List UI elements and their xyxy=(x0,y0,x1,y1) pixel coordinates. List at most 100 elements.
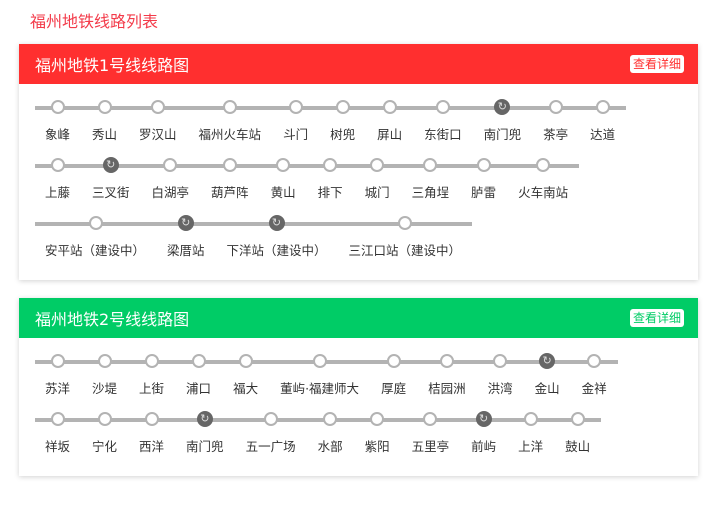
station[interactable]: 上洋 xyxy=(507,406,554,464)
station-name: 浦口 xyxy=(186,381,212,396)
interchange-icon: ↻ xyxy=(475,411,492,427)
station[interactable]: 上街 xyxy=(128,348,175,406)
station[interactable]: 城门 xyxy=(354,152,401,210)
station[interactable]: 斗门 xyxy=(272,94,319,152)
station-dot-icon xyxy=(386,354,401,368)
station-dot-icon xyxy=(163,158,178,172)
station[interactable]: 苏洋 xyxy=(35,348,81,406)
station[interactable]: 安平站（建设中） xyxy=(35,210,156,268)
station[interactable]: ↻ 南门兜 xyxy=(473,94,533,152)
station[interactable]: 董屿·福建师大 xyxy=(269,348,370,406)
station[interactable]: 金祥 xyxy=(571,348,618,406)
station[interactable]: ↻ 南门兜 xyxy=(175,406,235,464)
station-dot-icon xyxy=(439,354,454,368)
station[interactable]: 树兜 xyxy=(319,94,366,152)
station[interactable]: 浦口 xyxy=(175,348,222,406)
station[interactable]: 紫阳 xyxy=(354,406,401,464)
station[interactable]: 秀山 xyxy=(81,94,128,152)
station-name: 紫阳 xyxy=(364,439,390,454)
interchange-icon: ↻ xyxy=(539,353,556,369)
station-dot-icon xyxy=(382,100,397,114)
station-name: 三江口站（建设中） xyxy=(348,243,462,258)
station[interactable]: 五一广场 xyxy=(235,406,307,464)
station-dot-icon xyxy=(97,100,112,114)
station[interactable]: 屏山 xyxy=(366,94,413,152)
station[interactable]: 洪湾 xyxy=(477,348,524,406)
station[interactable]: ↻ 三叉街 xyxy=(81,152,141,210)
station-name: 火车南站 xyxy=(518,185,569,200)
station-name: 三角埕 xyxy=(411,185,450,200)
station[interactable]: 福州火车站 xyxy=(188,94,273,152)
station[interactable]: 排下 xyxy=(307,152,354,210)
station-name: 树兜 xyxy=(330,127,356,142)
station-name: 前屿 xyxy=(471,439,497,454)
station-dot-icon xyxy=(370,412,385,426)
station[interactable]: 桔园洲 xyxy=(417,348,477,406)
station[interactable]: 三江口站（建设中） xyxy=(338,210,473,268)
station-name: 鼓山 xyxy=(565,439,591,454)
station-name: 金祥 xyxy=(581,381,607,396)
station-dot-icon xyxy=(238,354,253,368)
station-dot-icon xyxy=(51,100,65,114)
station-name: 三叉街 xyxy=(92,185,130,200)
station[interactable]: 水部 xyxy=(307,406,354,464)
line-map: 苏洋 沙堤 上街 浦口 福大 董屿·福建师大 厚庭 桔园洲 洪湾 ↻ 金山 金祥 祥坂 宁化 西洋 ↻ 南门兜 五… xyxy=(19,338,698,476)
view-details-button[interactable]: 查看详细 xyxy=(629,55,684,73)
station-dot-icon xyxy=(191,354,206,368)
station[interactable]: 宁化 xyxy=(81,406,128,464)
station-dot-icon xyxy=(397,216,412,230)
station-dot-icon xyxy=(276,158,291,172)
interchange-icon: ↻ xyxy=(268,215,285,231)
station[interactable]: ↻ 前屿 xyxy=(460,406,507,464)
station-dot-icon xyxy=(51,412,65,426)
station-dot-icon xyxy=(476,158,491,172)
station-name: 罗汉山 xyxy=(139,127,177,142)
station-dot-icon xyxy=(222,100,237,114)
station[interactable]: ↻ 金山 xyxy=(524,348,571,406)
station-dot-icon xyxy=(51,158,65,172)
station[interactable]: 达道 xyxy=(579,94,626,152)
station-dot-icon xyxy=(222,158,237,172)
station-dot-icon xyxy=(493,354,508,368)
station[interactable]: 象峰 xyxy=(35,94,81,152)
interchange-icon: ↻ xyxy=(102,157,119,173)
view-details-button[interactable]: 查看详细 xyxy=(629,309,684,327)
station-name: 祥坂 xyxy=(45,439,71,454)
station-dot-icon xyxy=(335,100,350,114)
station[interactable]: 鼓山 xyxy=(554,406,601,464)
station-name: 南门兜 xyxy=(186,439,224,454)
station-name: 上藤 xyxy=(45,185,71,200)
station-dot-icon xyxy=(423,158,438,172)
station[interactable]: 福大 xyxy=(222,348,269,406)
station-row: 安平站（建设中） ↻ 梁厝站 ↻ 下洋站（建设中） 三江口站（建设中） xyxy=(35,210,473,268)
station[interactable]: 黄山 xyxy=(260,152,307,210)
station[interactable]: 茶亭 xyxy=(532,94,579,152)
interchange-icon: ↻ xyxy=(494,99,511,115)
station[interactable]: 三角埕 xyxy=(401,152,461,210)
station[interactable]: 罗汉山 xyxy=(128,94,188,152)
station[interactable]: 东街口 xyxy=(413,94,473,152)
line-title: 福州地铁2号线线路图 xyxy=(35,310,190,329)
station[interactable]: 祥坂 xyxy=(35,406,81,464)
station-dot-icon xyxy=(263,412,278,426)
station-row: 上藤 ↻ 三叉街 白湖亭 葫芦阵 黄山 排下 城门 三角埕 胪雷 火车南站 xyxy=(35,152,580,210)
station-dot-icon xyxy=(548,100,563,114)
station-name: 金山 xyxy=(534,381,560,396)
station-dot-icon xyxy=(144,412,159,426)
station-name: 黄山 xyxy=(270,185,296,200)
station-name: 排下 xyxy=(317,185,343,200)
station[interactable]: 白湖亭 xyxy=(141,152,201,210)
station[interactable]: 西洋 xyxy=(128,406,175,464)
station[interactable]: 上藤 xyxy=(35,152,81,210)
station-dot-icon xyxy=(323,158,338,172)
station[interactable]: 葫芦阵 xyxy=(200,152,260,210)
station[interactable]: 五里亭 xyxy=(401,406,461,464)
station[interactable]: 火车南站 xyxy=(507,152,579,210)
station-dot-icon xyxy=(370,158,385,172)
station[interactable]: 胪雷 xyxy=(460,152,507,210)
station-name: 南门兜 xyxy=(483,127,522,142)
station[interactable]: ↻ 下洋站（建设中） xyxy=(216,210,338,268)
station[interactable]: 沙堤 xyxy=(81,348,128,406)
station[interactable]: 厚庭 xyxy=(370,348,417,406)
station[interactable]: ↻ 梁厝站 xyxy=(156,210,216,268)
